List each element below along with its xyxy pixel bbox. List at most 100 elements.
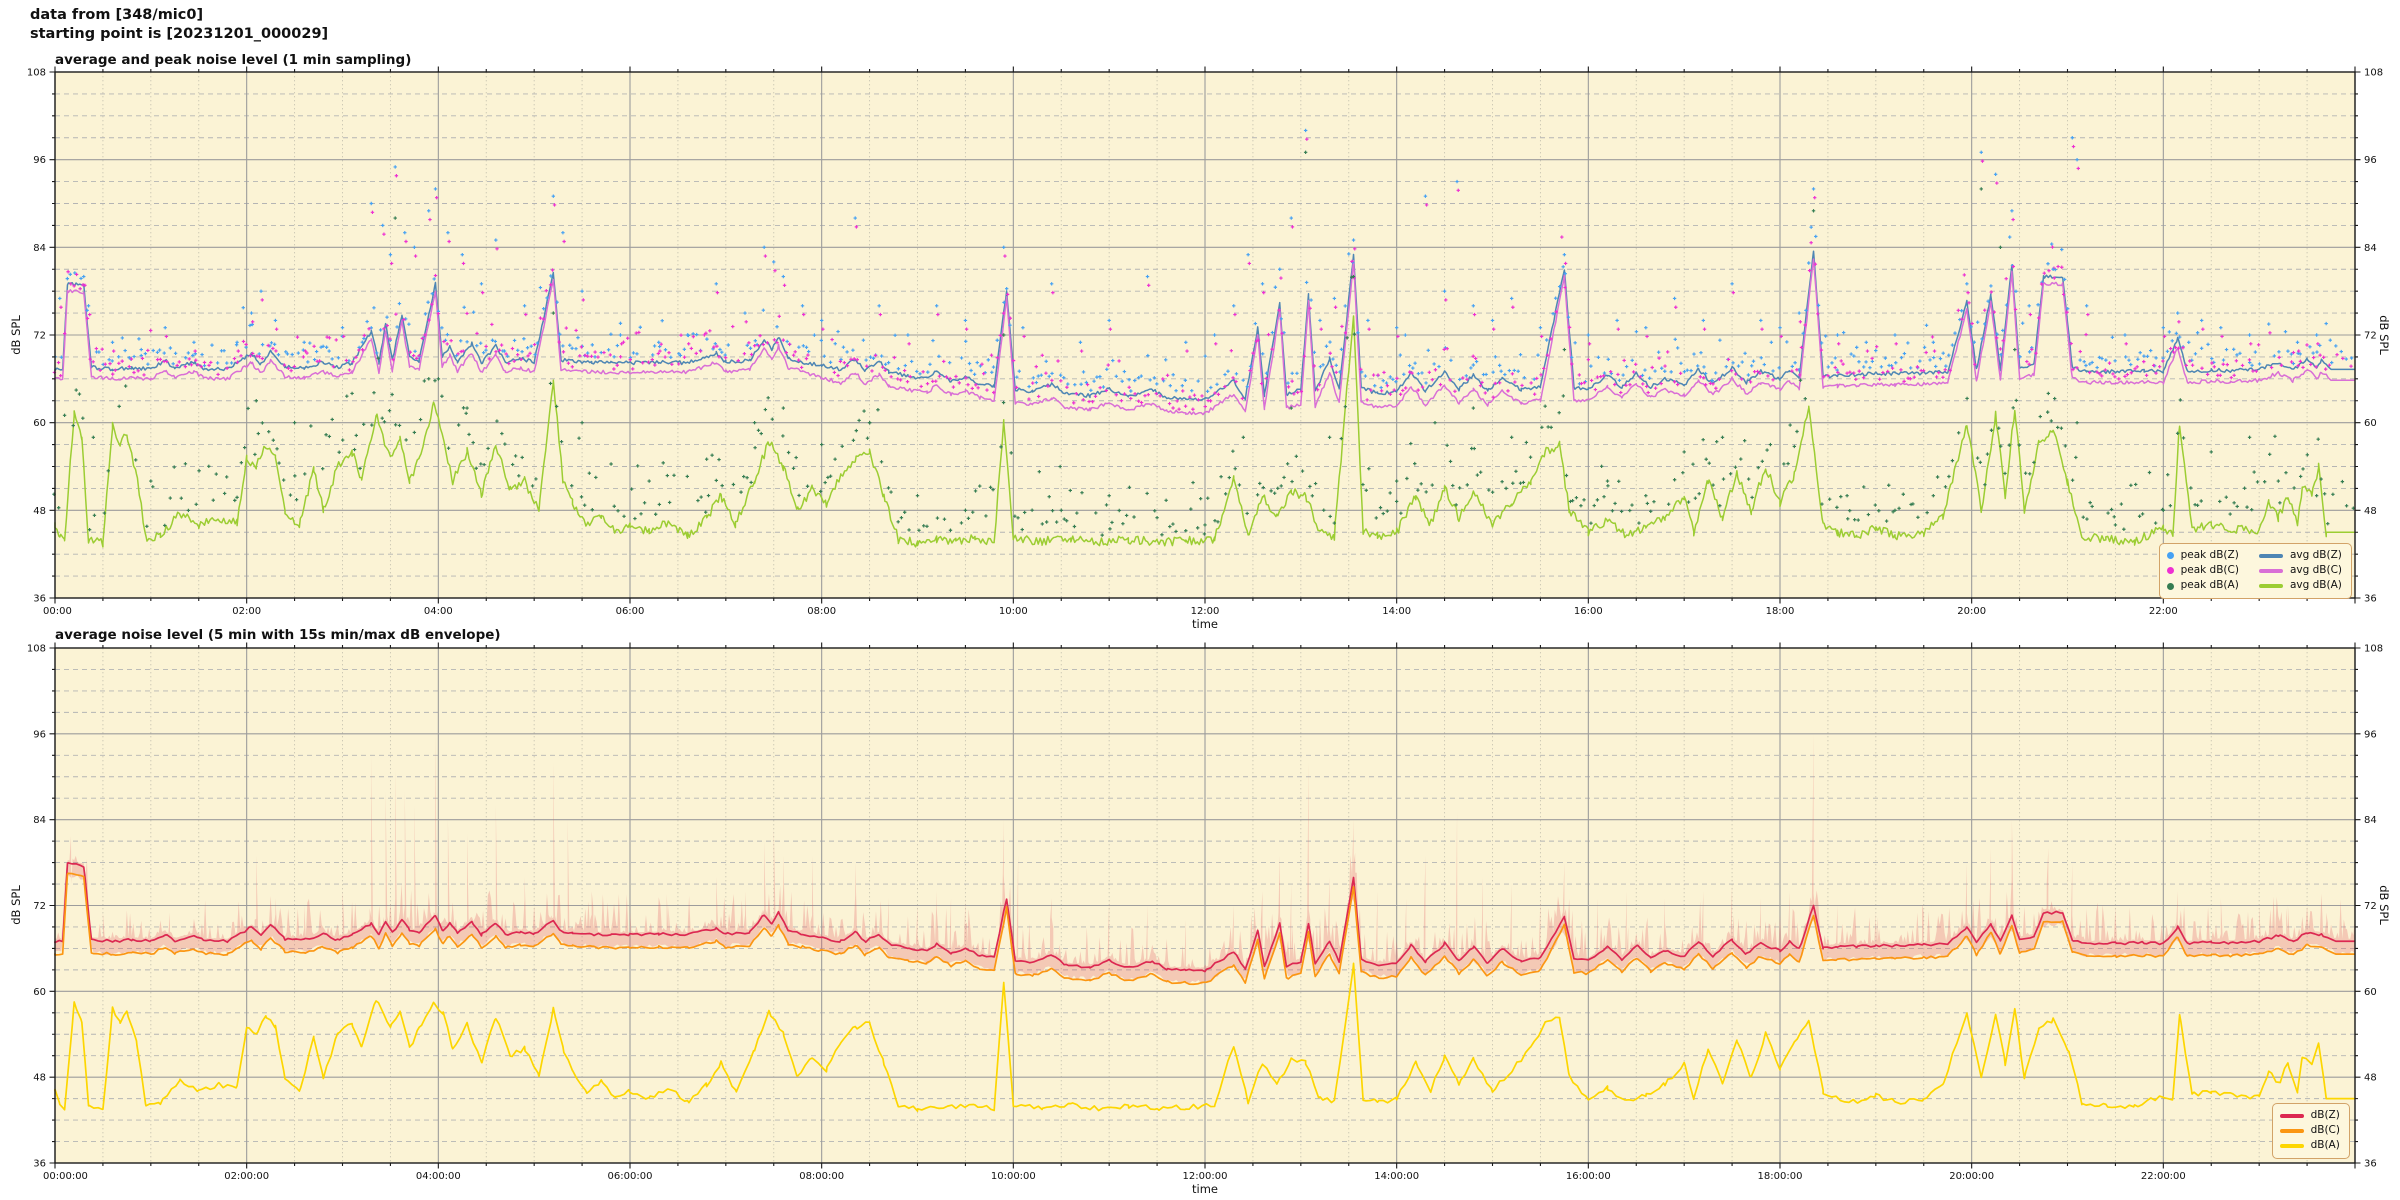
x-tick-label: 22:00:00 bbox=[2141, 1171, 2186, 1182]
y-tick-label-right: 96 bbox=[2364, 729, 2377, 740]
x-tick-label: 18:00:00 bbox=[1758, 1171, 1803, 1182]
y-tick-label-right: 48 bbox=[2364, 1073, 2377, 1084]
y-tick-label-left: 36 bbox=[33, 594, 46, 605]
x-tick-label: 10:00 bbox=[999, 606, 1028, 617]
legend-label: peak dB(C) bbox=[2180, 564, 2239, 577]
y-tick-label-right: 48 bbox=[2364, 506, 2377, 517]
legend-item: dB(Z) bbox=[2279, 1108, 2340, 1123]
y-tick-label-left: 84 bbox=[33, 815, 46, 826]
y-tick-label-left: 72 bbox=[33, 901, 46, 912]
line-db-c- bbox=[54, 872, 2355, 986]
noise-chart-2: 00:00:00 02:00:00 04:00:00 06:00:00 08:00:00… bbox=[27, 642, 2383, 1183]
y-tick-label-left: 36 bbox=[33, 1159, 46, 1170]
chart-1-yaxis-label-right: dB SPL bbox=[2377, 315, 2391, 355]
legend-label: dB(C) bbox=[2310, 1124, 2340, 1137]
chart-2-yaxis-label-right: dB SPL bbox=[2377, 885, 2391, 925]
legend-label: peak dB(A) bbox=[2180, 579, 2239, 592]
line-avg-db-c- bbox=[54, 258, 2355, 416]
x-tick-label: 16:00:00 bbox=[1566, 1171, 1611, 1182]
y-tick-label-right: 60 bbox=[2364, 987, 2377, 998]
x-tick-label: 14:00:00 bbox=[1374, 1171, 1419, 1182]
chart-2-yaxis-label-left: dB SPL bbox=[9, 885, 23, 925]
y-tick-label-right: 36 bbox=[2364, 594, 2377, 605]
noise-chart-1: 00:00 02:00 04:00 06:00 08:00 10:00 12:00 14:00… bbox=[27, 66, 2383, 618]
legend-column: peak dB(Z) peak dB(C) peak dB(A) bbox=[2166, 548, 2239, 594]
chart-2-xaxis-label: time bbox=[1192, 1182, 1218, 1196]
scatter-outliers-peak-a bbox=[62, 150, 2319, 527]
chart-2-title: average noise level (5 min with 15s min/… bbox=[55, 627, 501, 643]
chart-1-title: average and peak noise level (1 min samp… bbox=[55, 52, 412, 68]
legend-label: dB(A) bbox=[2310, 1139, 2340, 1152]
y-tick-label-right: 60 bbox=[2364, 418, 2377, 429]
y-tick-label-left: 96 bbox=[33, 155, 46, 166]
x-tick-label: 20:00 bbox=[1957, 606, 1986, 617]
x-tick-label: 12:00 bbox=[1191, 606, 1220, 617]
legend-line-marker bbox=[2279, 1113, 2304, 1118]
scatter-outliers-peak-z bbox=[58, 128, 2338, 352]
y-tick-label-right: 108 bbox=[2364, 68, 2383, 79]
x-tick-label: 16:00 bbox=[1574, 606, 1603, 617]
legend-item: peak dB(Z) bbox=[2166, 548, 2239, 563]
legend-label: avg dB(C) bbox=[2289, 564, 2342, 577]
legend-label: avg dB(A) bbox=[2289, 579, 2342, 592]
line-avg-db-a- bbox=[54, 315, 2355, 548]
x-tick-label: 04:00:00 bbox=[416, 1171, 461, 1182]
x-tick-label: 02:00:00 bbox=[224, 1171, 269, 1182]
legend-item: dB(C) bbox=[2279, 1123, 2340, 1138]
x-tick-label: 22:00 bbox=[2149, 606, 2178, 617]
x-tick-label: 02:00 bbox=[232, 606, 261, 617]
x-tick-label: 12:00:00 bbox=[1183, 1171, 1228, 1182]
y-tick-label-left: 60 bbox=[33, 987, 46, 998]
legend-dot-marker bbox=[2166, 552, 2174, 560]
x-tick-label: 00:00:00 bbox=[43, 1171, 88, 1182]
y-tick-label-left: 48 bbox=[33, 506, 46, 517]
legend-item: avg dB(Z) bbox=[2258, 548, 2342, 563]
legend-line-marker bbox=[2279, 1128, 2304, 1133]
y-tick-label-left: 84 bbox=[33, 243, 46, 254]
chart-1-xaxis-label: time bbox=[1192, 617, 1218, 631]
y-tick-label-left: 60 bbox=[33, 418, 46, 429]
legend-line-marker bbox=[2258, 553, 2283, 558]
y-tick-label-left: 96 bbox=[33, 729, 46, 740]
line-db-z- bbox=[54, 862, 2355, 973]
legend-item: peak dB(C) bbox=[2166, 563, 2239, 578]
x-tick-label: 08:00 bbox=[807, 606, 836, 617]
header-line-2: starting point is [20231201_000029] bbox=[30, 26, 329, 42]
legend-dot-marker bbox=[2166, 582, 2174, 590]
x-tick-label: 10:00:00 bbox=[991, 1171, 1036, 1182]
tick-labels: 00:00 02:00 04:00 06:00 08:00 10:00 12:00 14:00… bbox=[27, 68, 2383, 618]
legend-line-marker bbox=[2258, 584, 2283, 589]
axis-ticks bbox=[49, 66, 2361, 604]
legend-column: avg dB(Z) avg dB(C) avg dB(A) bbox=[2258, 548, 2342, 594]
x-tick-label: 14:00 bbox=[1382, 606, 1411, 617]
minmax-envelope bbox=[55, 733, 2355, 985]
legend-item: avg dB(C) bbox=[2258, 563, 2342, 578]
y-tick-label-left: 48 bbox=[33, 1073, 46, 1084]
x-tick-label: 18:00 bbox=[1766, 606, 1795, 617]
y-tick-label-right: 72 bbox=[2364, 331, 2377, 342]
chart-1-yaxis-label-left: dB SPL bbox=[9, 315, 23, 355]
y-tick-label-right: 96 bbox=[2364, 155, 2377, 166]
y-tick-label-left: 72 bbox=[33, 331, 46, 342]
x-tick-label: 06:00:00 bbox=[608, 1171, 653, 1182]
x-tick-label: 08:00:00 bbox=[799, 1171, 844, 1182]
legend-item: dB(A) bbox=[2279, 1138, 2340, 1153]
legend-line-marker bbox=[2279, 1144, 2304, 1149]
header-line-1: data from [348/mic0] bbox=[30, 7, 204, 23]
y-tick-label-left: 108 bbox=[27, 644, 46, 655]
legend-dot-marker bbox=[2166, 567, 2174, 575]
x-tick-label: 06:00 bbox=[616, 606, 645, 617]
legend-label: avg dB(Z) bbox=[2289, 549, 2342, 561]
x-tick-label: 04:00 bbox=[424, 606, 453, 617]
chart-2-legend: dB(Z) dB(C) dB(A) bbox=[2271, 1103, 2350, 1159]
legend-label: dB(Z) bbox=[2310, 1109, 2340, 1121]
line-avg-db-z- bbox=[54, 250, 2355, 402]
y-tick-label-right: 84 bbox=[2364, 243, 2377, 254]
x-tick-label: 00:00 bbox=[43, 606, 72, 617]
x-tick-label: 20:00:00 bbox=[1949, 1171, 1994, 1182]
tick-labels: 00:00:00 02:00:00 04:00:00 06:00:00 08:00:00… bbox=[27, 644, 2383, 1183]
scatter-peak-db-a- bbox=[52, 275, 2356, 537]
y-tick-label-right: 72 bbox=[2364, 901, 2377, 912]
